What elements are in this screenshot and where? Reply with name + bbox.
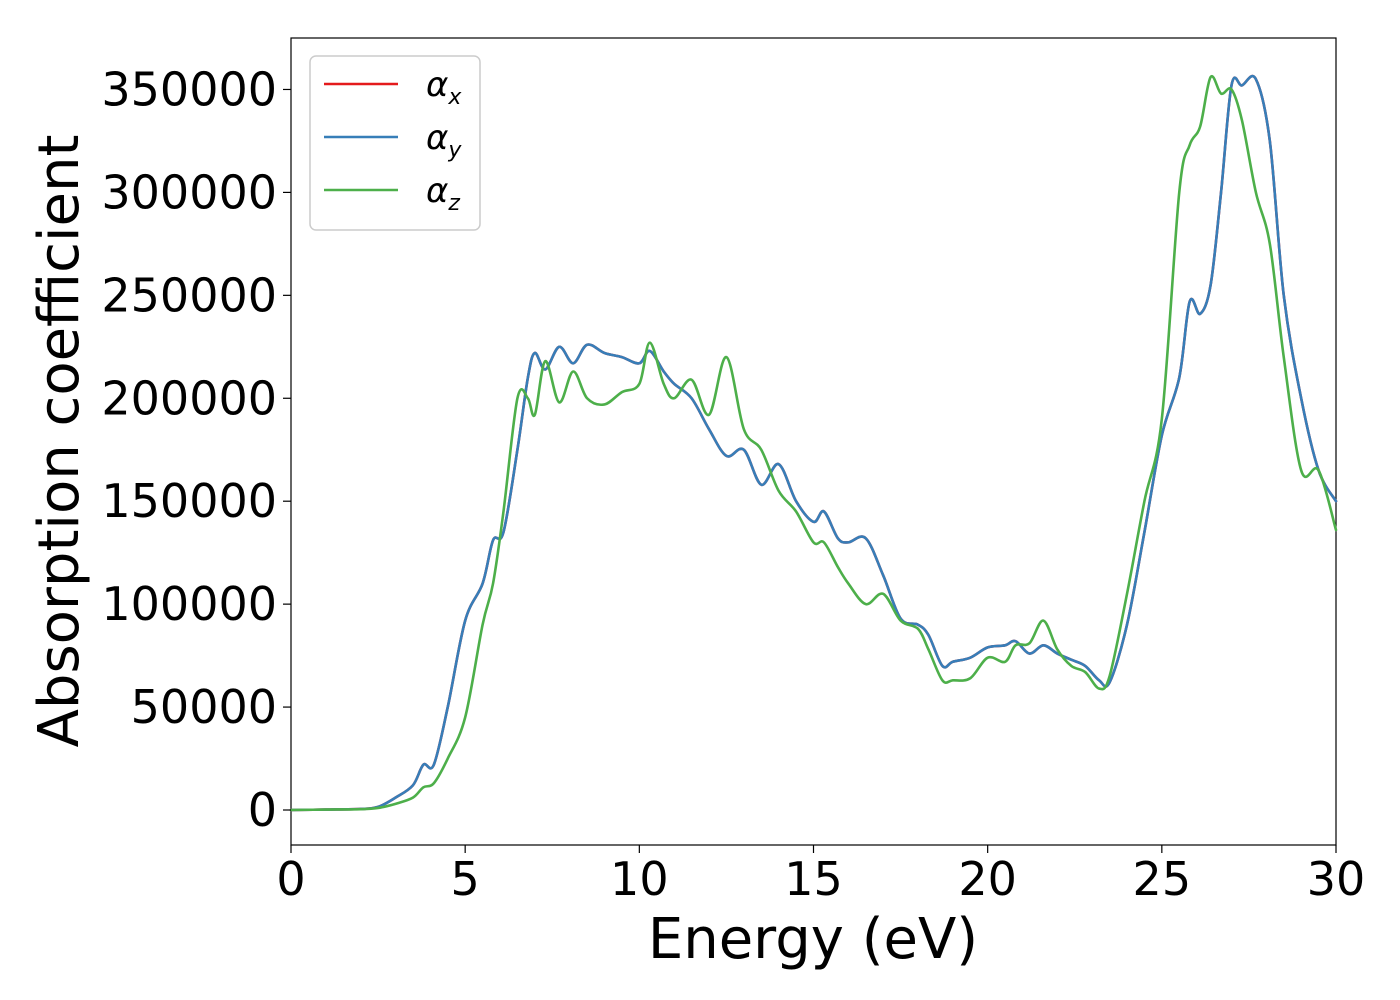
y-tick-label: 300000 [101,165,277,219]
y-axis-label: Absorption coefficient [27,135,92,748]
x-axis-ticks: 0 5 10 15 20 25 30 [276,845,1365,906]
series-line-2 [289,74,1338,812]
x-tick-label: 15 [784,852,843,906]
x-axis-label: Energy (eV) [648,907,978,972]
y-tick-label: 250000 [101,268,277,322]
y-tick-label: 0 [248,783,277,837]
legend-label-2: αy [426,118,462,163]
y-tick-label: 150000 [101,474,277,528]
legend-label-1: αx [426,65,462,110]
x-tick-label: 25 [1133,852,1192,906]
series-layer [289,74,1338,812]
series-line-3 [289,74,1338,812]
x-tick-label: 5 [451,852,480,906]
x-tick-label: 0 [276,852,305,906]
legend: αx αy αz [309,55,481,231]
x-tick-label: 30 [1307,852,1366,906]
x-tick-label: 10 [610,852,669,906]
y-tick-label: 50000 [131,680,277,734]
y-tick-label: 350000 [101,62,277,116]
legend-label-3: αz [426,171,460,216]
y-axis-ticks: 0 50000 100000 150000 200000 250000 300000 3500… [101,62,291,837]
legend-box [309,55,481,231]
x-tick-label: 20 [958,852,1017,906]
y-tick-label: 200000 [101,371,277,425]
y-tick-label: 100000 [101,577,277,631]
